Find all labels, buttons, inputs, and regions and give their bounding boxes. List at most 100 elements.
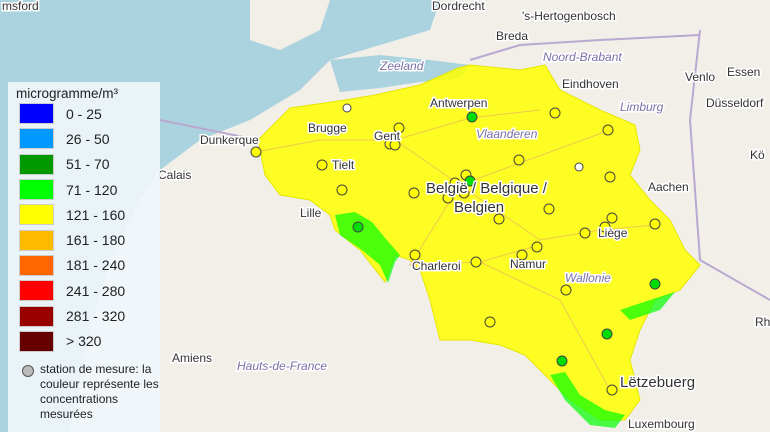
legend-class-label: 241 - 280 <box>66 282 126 299</box>
ozone-zone-71-120 <box>550 372 625 428</box>
station-marker[interactable] <box>389 139 401 151</box>
place-label: Luxembourg <box>628 417 695 431</box>
legend-swatch <box>19 305 54 327</box>
station-marker[interactable] <box>574 162 584 172</box>
legend-class: 241 - 280 <box>19 278 160 303</box>
station-marker[interactable] <box>409 249 421 261</box>
legend-class-label: 121 - 160 <box>66 206 126 223</box>
legend-class: 181 - 240 <box>19 253 160 278</box>
place-label: Eindhoven <box>562 77 619 91</box>
station-marker[interactable] <box>556 355 568 367</box>
ozone-zone-71-120 <box>335 212 400 283</box>
legend-class-label: 161 - 180 <box>66 232 126 249</box>
border-line <box>159 29 770 301</box>
station-marker[interactable] <box>606 384 618 396</box>
station-marker[interactable] <box>599 221 611 233</box>
station-marker[interactable] <box>602 124 614 136</box>
place-label: Düsseldorf <box>706 96 764 110</box>
legend-class: 121 - 160 <box>19 202 160 227</box>
station-marker[interactable] <box>464 175 476 187</box>
station-marker[interactable] <box>513 154 525 166</box>
region-label: Noord-Brabant <box>543 50 622 64</box>
place-label: Calais <box>158 168 191 182</box>
place-label: Dordrecht <box>432 0 485 13</box>
legend-class: 161 - 180 <box>19 227 160 252</box>
ozone-zone-71-120 <box>620 292 675 320</box>
station-marker[interactable] <box>316 159 328 171</box>
station-marker[interactable] <box>336 184 348 196</box>
legend-title: microgramme/m³ <box>16 86 119 101</box>
station-marker[interactable] <box>560 284 572 296</box>
place-label: Charleroi <box>412 259 461 273</box>
station-marker[interactable] <box>466 111 478 123</box>
region-label: Zeeland <box>379 59 424 73</box>
station-marker[interactable] <box>531 241 543 253</box>
legend-swatch <box>19 229 54 251</box>
station-marker[interactable] <box>604 171 616 183</box>
station-marker[interactable] <box>352 221 364 233</box>
legend-class-label: 26 - 50 <box>66 130 110 147</box>
station-note-text: station de mesure: la couleur représente… <box>40 361 159 421</box>
station-marker[interactable] <box>470 256 482 268</box>
legend-swatch <box>19 179 54 201</box>
legend-class-label: > 320 <box>66 333 102 350</box>
legend-swatch <box>19 204 54 226</box>
place-label: Essen <box>727 65 760 79</box>
legend-class: 26 - 50 <box>19 126 160 151</box>
place-label: Liège <box>598 226 628 240</box>
station-marker[interactable] <box>516 249 528 261</box>
station-marker[interactable] <box>579 227 591 239</box>
country-label: Lëtzebuerg <box>620 374 695 391</box>
station-marker[interactable] <box>458 187 470 199</box>
legend-class-label: 281 - 320 <box>66 308 126 325</box>
legend-swatch <box>19 153 54 175</box>
place-label: Gent <box>374 129 401 143</box>
place-label: Lille <box>300 206 322 220</box>
station-marker[interactable] <box>606 212 618 224</box>
legend-swatch <box>19 128 54 150</box>
legend-class: > 320 <box>19 329 160 354</box>
place-label: Tielt <box>332 158 355 172</box>
zeeland-water <box>330 55 470 92</box>
place-label: Venlo <box>685 70 715 84</box>
nl-land <box>250 0 330 50</box>
place-label: msford <box>2 0 39 13</box>
legend-class-label: 181 - 240 <box>66 257 126 274</box>
legend-class-label: 0 - 25 <box>66 105 102 122</box>
station-marker[interactable] <box>342 103 352 113</box>
legend-swatch <box>19 103 54 125</box>
ozone-zone-121-160 <box>257 64 701 421</box>
place-label: Antwerpen <box>430 96 487 110</box>
legend-station-note: station de mesure: la couleur représente… <box>22 362 160 422</box>
legend-class-label: 51 - 70 <box>66 156 110 173</box>
station-marker[interactable] <box>493 213 505 225</box>
place-label: Amiens <box>172 351 212 365</box>
place-label: Breda <box>496 29 528 43</box>
place-label: Dunkerque <box>200 133 259 147</box>
legend-swatch <box>19 254 54 276</box>
station-marker[interactable] <box>484 316 496 328</box>
legend: microgramme/m³ 0 - 25 26 - 50 51 - 70 71 - … <box>8 82 160 432</box>
legend-class: 281 - 320 <box>19 303 160 328</box>
station-marker[interactable] <box>250 146 262 158</box>
legend-classes: 0 - 25 26 - 50 51 - 70 71 - 120 121 - 160 161… <box>8 101 160 354</box>
station-marker[interactable] <box>649 278 661 290</box>
legend-swatch <box>19 280 54 302</box>
legend-class: 71 - 120 <box>19 177 160 202</box>
country-label: België / Belgique / <box>426 180 548 197</box>
station-marker[interactable] <box>408 187 420 199</box>
station-marker[interactable] <box>649 218 661 230</box>
legend-class-label: 71 - 120 <box>66 181 118 198</box>
region-label: Hauts-de-France <box>237 359 327 373</box>
legend-class: 51 - 70 <box>19 152 160 177</box>
region-label: Limburg <box>620 100 664 114</box>
station-marker[interactable] <box>601 328 613 340</box>
station-dot-icon <box>22 364 34 377</box>
station-marker[interactable] <box>549 107 561 119</box>
station-marker[interactable] <box>543 203 555 215</box>
station-marker[interactable] <box>393 122 405 134</box>
place-label: 's-Hertogenbosch <box>522 9 616 23</box>
station-marker[interactable] <box>442 192 454 204</box>
country-label: Belgien <box>454 199 504 216</box>
place-label: Brugge <box>308 121 347 135</box>
